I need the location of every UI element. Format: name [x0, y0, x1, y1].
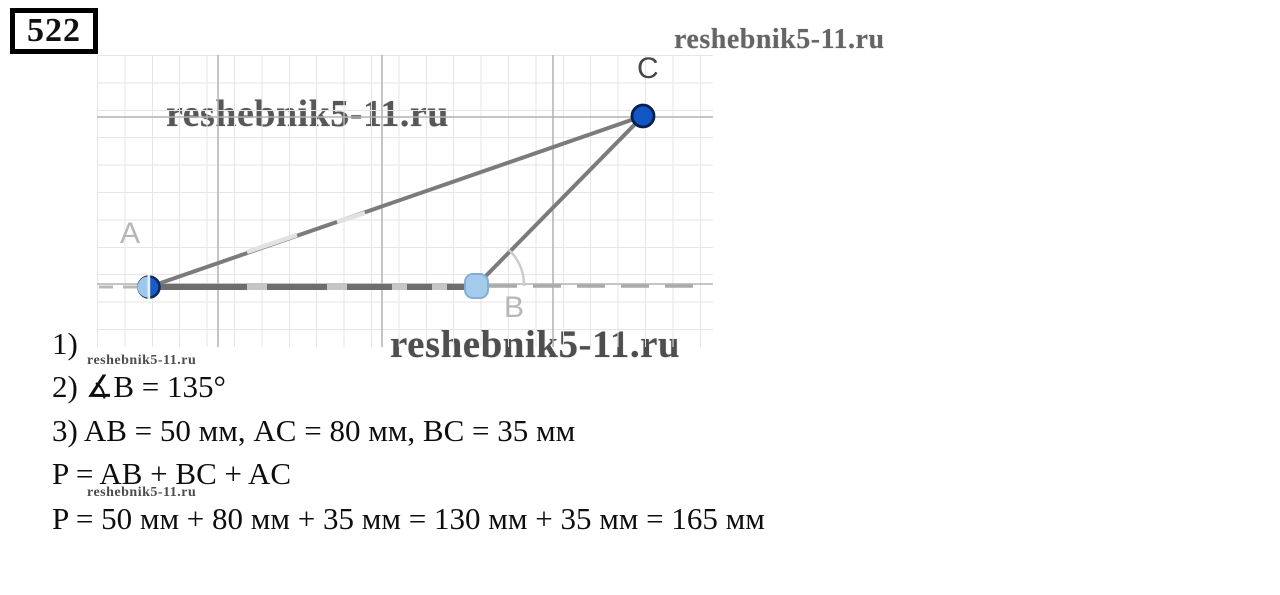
grid-major-line [97, 116, 713, 118]
segment-ac-artifact [246, 210, 366, 255]
grid-major-line [381, 55, 383, 347]
watermark-small-1: reshebnik5-11.ru [87, 353, 197, 368]
solution-line-5: P = 50 мм + 80 мм + 35 мм = 130 мм + 35 … [52, 501, 765, 536]
grid-major-line [217, 55, 219, 347]
problem-number: 522 [27, 12, 81, 49]
point-label-c: C [637, 52, 659, 85]
solution-line-1: 1) [52, 326, 78, 361]
triangle-diagram [99, 103, 709, 300]
problem-number-box: 522 [10, 8, 98, 54]
point-a-artifact [147, 274, 151, 300]
solution-line-4: P = AB + BC + AC [52, 456, 292, 491]
graph-paper-grid [97, 55, 713, 347]
watermark-top-right: reshebnik5-11.ru [674, 24, 885, 55]
point-c [630, 103, 656, 129]
watermark-small-2: reshebnik5-11.ru [87, 485, 197, 500]
angle-arc-b [508, 249, 526, 287]
segment-bc [474, 114, 645, 288]
point-label-b: B [504, 291, 525, 324]
grid-major-line [552, 55, 554, 347]
solution-line-2: 2) ∡B = 135° [52, 369, 226, 404]
solution-line-3: 3) AB = 50 мм, AC = 80 мм, BC = 35 мм [52, 413, 576, 448]
point-b [464, 273, 489, 299]
point-label-a: A [120, 217, 141, 250]
segment-ac [148, 114, 644, 289]
point-a-highlight [137, 276, 148, 298]
